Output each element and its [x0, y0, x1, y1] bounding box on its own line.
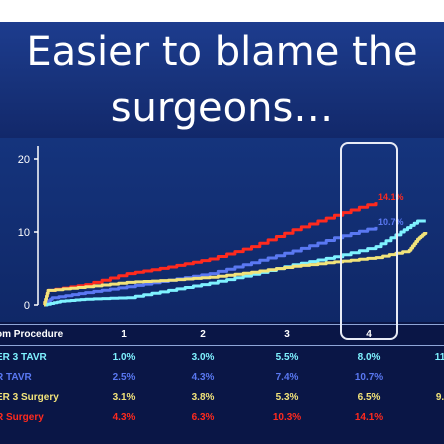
table-header-col-1: 1 — [121, 329, 127, 340]
y-tick-label-10: 10 — [18, 227, 30, 239]
y-axis: 20 10 0 — [18, 146, 39, 312]
table-header-col-2: 2 — [200, 329, 206, 340]
table-cell: 5.5% — [275, 352, 299, 363]
table-cell: 8.0% — [357, 352, 381, 363]
year-4-highlight-box — [340, 142, 398, 340]
title-band — [0, 22, 444, 138]
series-cyan-line — [44, 219, 426, 307]
table-cell: 6.5% — [357, 392, 381, 403]
title-line-1: Easier to blame the — [26, 29, 418, 75]
table-cell: 1.0% — [112, 352, 136, 363]
table-row: ER 3 Surgery 3.1% 3.8% 5.3% 6.5% 9. — [0, 388, 444, 408]
plot-background — [0, 138, 444, 328]
table-header-label: om Procedure — [0, 329, 64, 340]
table-cell: 7.4% — [275, 372, 299, 383]
table-header-row: om Procedure 1 2 3 4 — [0, 324, 444, 346]
table-cell: 14.1% — [354, 412, 384, 423]
table-cell: 3.1% — [112, 392, 136, 403]
table-cell: 2.5% — [112, 372, 136, 383]
table-cell: 5.3% — [275, 392, 299, 403]
end-labels: 14.1% 10.7% — [378, 192, 404, 227]
series-blue-line — [44, 226, 378, 307]
table-cell: 3.8% — [191, 392, 215, 403]
table-cell: 10.3% — [272, 412, 302, 423]
table-row: R Surgery 4.3% 6.3% 10.3% 14.1% — [0, 408, 444, 428]
title-line-2: surgeons… — [110, 85, 334, 131]
table-cell: 4.3% — [112, 412, 136, 423]
table-row: R TAVR 2.5% 4.3% 7.4% 10.7% — [0, 368, 444, 388]
series-yellow-line — [43, 232, 428, 307]
series-layer — [43, 202, 428, 307]
table-cell: 10.7% — [354, 372, 384, 383]
table-cell: 11 — [434, 352, 444, 363]
top-white-bar — [0, 0, 444, 22]
table-cell: 3.0% — [191, 352, 215, 363]
table-row-label: R TAVR — [0, 372, 32, 383]
table-row-label: R Surgery — [0, 412, 44, 423]
y-tick-label-20: 20 — [18, 154, 30, 166]
y-tick-label-0: 0 — [24, 300, 30, 312]
events-table: om Procedure 1 2 3 4 ER 3 TAVR 1.0% 3.0% 5.5% 8.… — [0, 322, 444, 444]
slide-title: Easier to blame the surgeons… — [0, 24, 444, 136]
table-row-label: ER 3 Surgery — [0, 392, 59, 403]
table-cell: 9. — [435, 392, 444, 403]
end-label-blue: 10.7% — [378, 217, 404, 227]
end-label-red: 14.1% — [378, 192, 404, 202]
table-header-col-4: 4 — [366, 329, 372, 340]
table-header-col-3: 3 — [284, 329, 290, 340]
table-row-label: ER 3 TAVR — [0, 352, 47, 363]
table-row: ER 3 TAVR 1.0% 3.0% 5.5% 8.0% 11 — [0, 348, 444, 368]
table-cell: 6.3% — [191, 412, 215, 423]
series-red-line — [43, 202, 378, 307]
cumulative-incidence-chart: 20 10 0 14.1% 10.7% — [18, 146, 428, 312]
table-cell: 4.3% — [191, 372, 215, 383]
